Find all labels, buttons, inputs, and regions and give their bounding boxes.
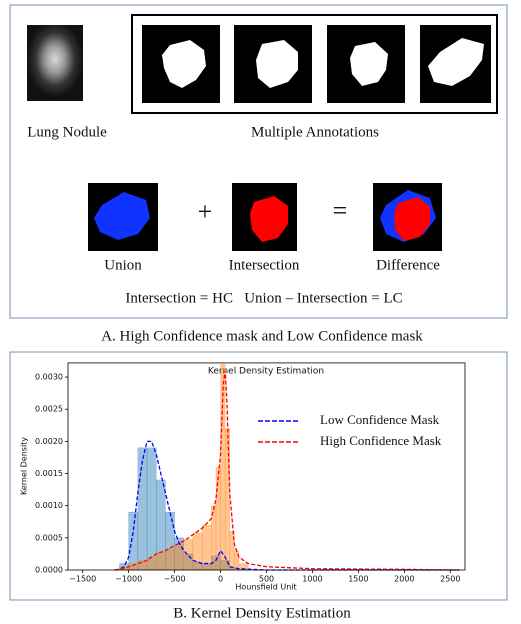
x-tick-label: 500 (259, 575, 274, 584)
histogram-bar (165, 549, 174, 570)
histogram-bar (193, 533, 202, 570)
y-tick-label: 0.0010 (35, 501, 63, 510)
plus-sign: + (198, 197, 213, 226)
y-tick-label: 0.0025 (35, 405, 63, 414)
x-axis-label: Hounsfield Unit (235, 583, 296, 592)
difference-label: Difference (376, 257, 440, 273)
mask-images (88, 183, 442, 251)
annotation-images (142, 25, 491, 103)
caption-a: A. High Confidence mask and Low Confiden… (101, 328, 423, 344)
histogram-bar (184, 539, 193, 570)
equals-sign: = (333, 196, 348, 225)
annotations-label: Multiple Annotations (251, 124, 379, 140)
legend-label: High Confidence Mask (320, 433, 442, 448)
x-tick-label: 1000 (302, 575, 322, 584)
y-tick-label: 0.0030 (35, 373, 63, 382)
x-tick-label: −500 (164, 575, 186, 584)
y-tick-label: 0.0020 (35, 437, 63, 446)
x-tick-label: 2500 (440, 575, 460, 584)
y-axis-label: Kernel Density (20, 437, 29, 495)
formula: Intersection = HC Union – Intersection =… (125, 290, 402, 306)
x-tick-label: 0 (218, 575, 223, 584)
x-tick-label: −1000 (115, 575, 142, 584)
nodule-image (27, 25, 83, 101)
caption-b: B. Kernel Density Estimation (173, 605, 351, 621)
plot-frame (68, 363, 465, 570)
histogram-bar (147, 448, 156, 570)
x-tick-label: 1500 (348, 575, 368, 584)
union-label: Union (104, 257, 142, 273)
histogram-bar (138, 448, 147, 570)
y-tick-label: 0.0000 (35, 566, 63, 575)
histogram-bar (129, 512, 138, 570)
nodule-label: Lung Nodule (27, 124, 107, 140)
legend-label: Low Confidence Mask (320, 412, 440, 427)
figure: Lung Nodule Multiple Annotations + = Uni… (0, 0, 521, 624)
histogram-bar (138, 560, 147, 570)
histogram-bar (147, 557, 156, 570)
intersection-label: Intersection (229, 257, 300, 273)
y-tick-label: 0.0015 (35, 469, 63, 478)
x-tick-label: 2000 (394, 575, 414, 584)
y-tick-label: 0.0005 (35, 533, 63, 542)
histogram-bar (156, 552, 165, 570)
x-tick-label: −1500 (69, 575, 96, 584)
panel-b-frame (10, 352, 507, 600)
